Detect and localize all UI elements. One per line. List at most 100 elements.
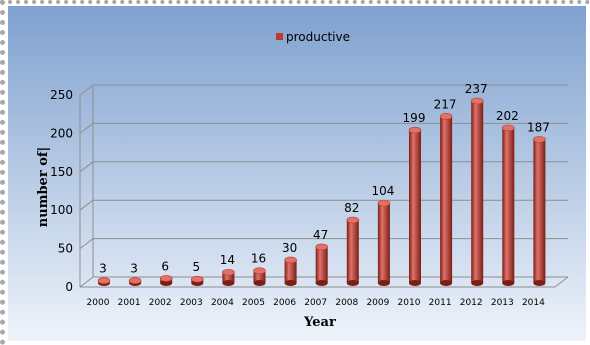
data-label: 30: [282, 241, 297, 255]
bar: [97, 277, 111, 286]
bar-body: [315, 246, 328, 283]
bar-top: [533, 136, 546, 143]
y-tick-label: 250: [50, 88, 73, 102]
data-label: 3: [99, 262, 107, 276]
bar-top: [501, 124, 515, 132]
bar-top: [191, 275, 204, 283]
x-tick-label: 2003: [180, 298, 203, 308]
bar: [439, 113, 453, 286]
data-label: 217: [434, 97, 457, 111]
bar-body: [440, 116, 453, 284]
y-axis-ticks: 0 50 100 150 200 250: [50, 88, 73, 294]
data-label: 82: [344, 201, 359, 215]
gridline-diag: [79, 123, 94, 134]
data-label: 14: [220, 253, 235, 267]
bars: [97, 97, 546, 286]
gridline-diag: [79, 199, 94, 211]
data-label: 237: [465, 82, 488, 96]
bar-top: [439, 113, 453, 120]
bar: [408, 126, 422, 286]
bar-base: [533, 280, 546, 286]
x-tick-label: 2000: [87, 298, 110, 308]
bar-base: [377, 280, 390, 286]
x-tick-label: 2001: [118, 298, 141, 308]
bar-base: [315, 280, 328, 286]
floor-edge-right: [554, 276, 569, 288]
bar-body: [502, 127, 515, 283]
bar-top: [377, 199, 391, 207]
x-tick-label: 2004: [211, 298, 234, 308]
bar: [284, 256, 297, 286]
bar: [222, 268, 235, 286]
bar-top: [159, 275, 173, 282]
x-tick-label: 2007: [304, 298, 327, 308]
x-tick-label: 2013: [491, 298, 514, 308]
data-label: 16: [251, 252, 266, 266]
bar-body: [253, 270, 266, 283]
gridline-diag: [79, 276, 94, 288]
gridlines: [79, 84, 569, 288]
bar: [191, 275, 204, 286]
x-tick-label: 2005: [242, 298, 265, 308]
x-tick-label: 2014: [522, 298, 545, 308]
bar-top: [315, 243, 329, 251]
data-label: 5: [192, 260, 200, 274]
legend: productive: [276, 30, 350, 44]
gridline-diag: [79, 161, 94, 173]
y-axis-title: number of|: [36, 147, 51, 227]
bar-top: [284, 256, 297, 264]
y-tick-label: 200: [50, 126, 73, 140]
bar-top: [470, 97, 484, 105]
data-label: 6: [161, 259, 169, 273]
x-tick-label: 2009: [366, 298, 389, 308]
bar-body: [409, 130, 421, 283]
bar-top: [128, 277, 142, 284]
bar: [346, 216, 360, 286]
x-tick-label: 2006: [273, 298, 296, 308]
y-tick-label: 100: [50, 203, 73, 217]
bar-top: [346, 216, 360, 224]
bar: [470, 97, 484, 286]
bar-body: [471, 100, 484, 283]
x-tick-label: 2002: [149, 298, 172, 308]
bar-top: [253, 267, 266, 275]
gridline-diag: [79, 84, 94, 96]
bar-top: [97, 277, 111, 284]
bar-base: [222, 280, 235, 286]
y-tick-label: 50: [58, 242, 73, 256]
gridline-diag: [79, 238, 94, 249]
data-label: 202: [496, 109, 519, 123]
x-tick-label: 2010: [398, 298, 421, 308]
y-tick-label: 0: [65, 280, 73, 294]
bar: [533, 136, 546, 286]
x-tick-label: 2008: [335, 298, 358, 308]
bar-base: [502, 280, 515, 286]
bar-base: [440, 280, 453, 286]
bar-base: [471, 280, 484, 286]
bar-top: [408, 126, 422, 134]
bar-base: [160, 280, 173, 286]
x-axis-title: Year: [303, 315, 336, 330]
bar-body: [377, 203, 390, 283]
legend-label: productive: [286, 30, 350, 44]
x-axis-ticks: 2000 2001 2002 2003 2004 2005 2006 2007 2008 2009…: [87, 298, 546, 308]
bar: [315, 243, 329, 286]
bar-body: [346, 220, 359, 283]
bar: [501, 124, 515, 286]
bar-body: [533, 139, 546, 283]
bar: [377, 199, 391, 286]
bar-top: [222, 268, 235, 276]
bar-body: [284, 259, 297, 283]
bar: [253, 267, 266, 286]
bar-base: [346, 280, 359, 286]
bar-base: [253, 280, 266, 286]
data-label: 187: [527, 120, 550, 134]
legend-marker: [276, 33, 283, 40]
data-label: 47: [313, 228, 328, 242]
data-label: 104: [371, 184, 394, 198]
data-labels: 3 3 6 5 14 16 30 47 82 104 199 217 237 202 187: [99, 82, 550, 276]
x-tick-label: 2012: [460, 298, 483, 308]
bar: [159, 275, 173, 286]
